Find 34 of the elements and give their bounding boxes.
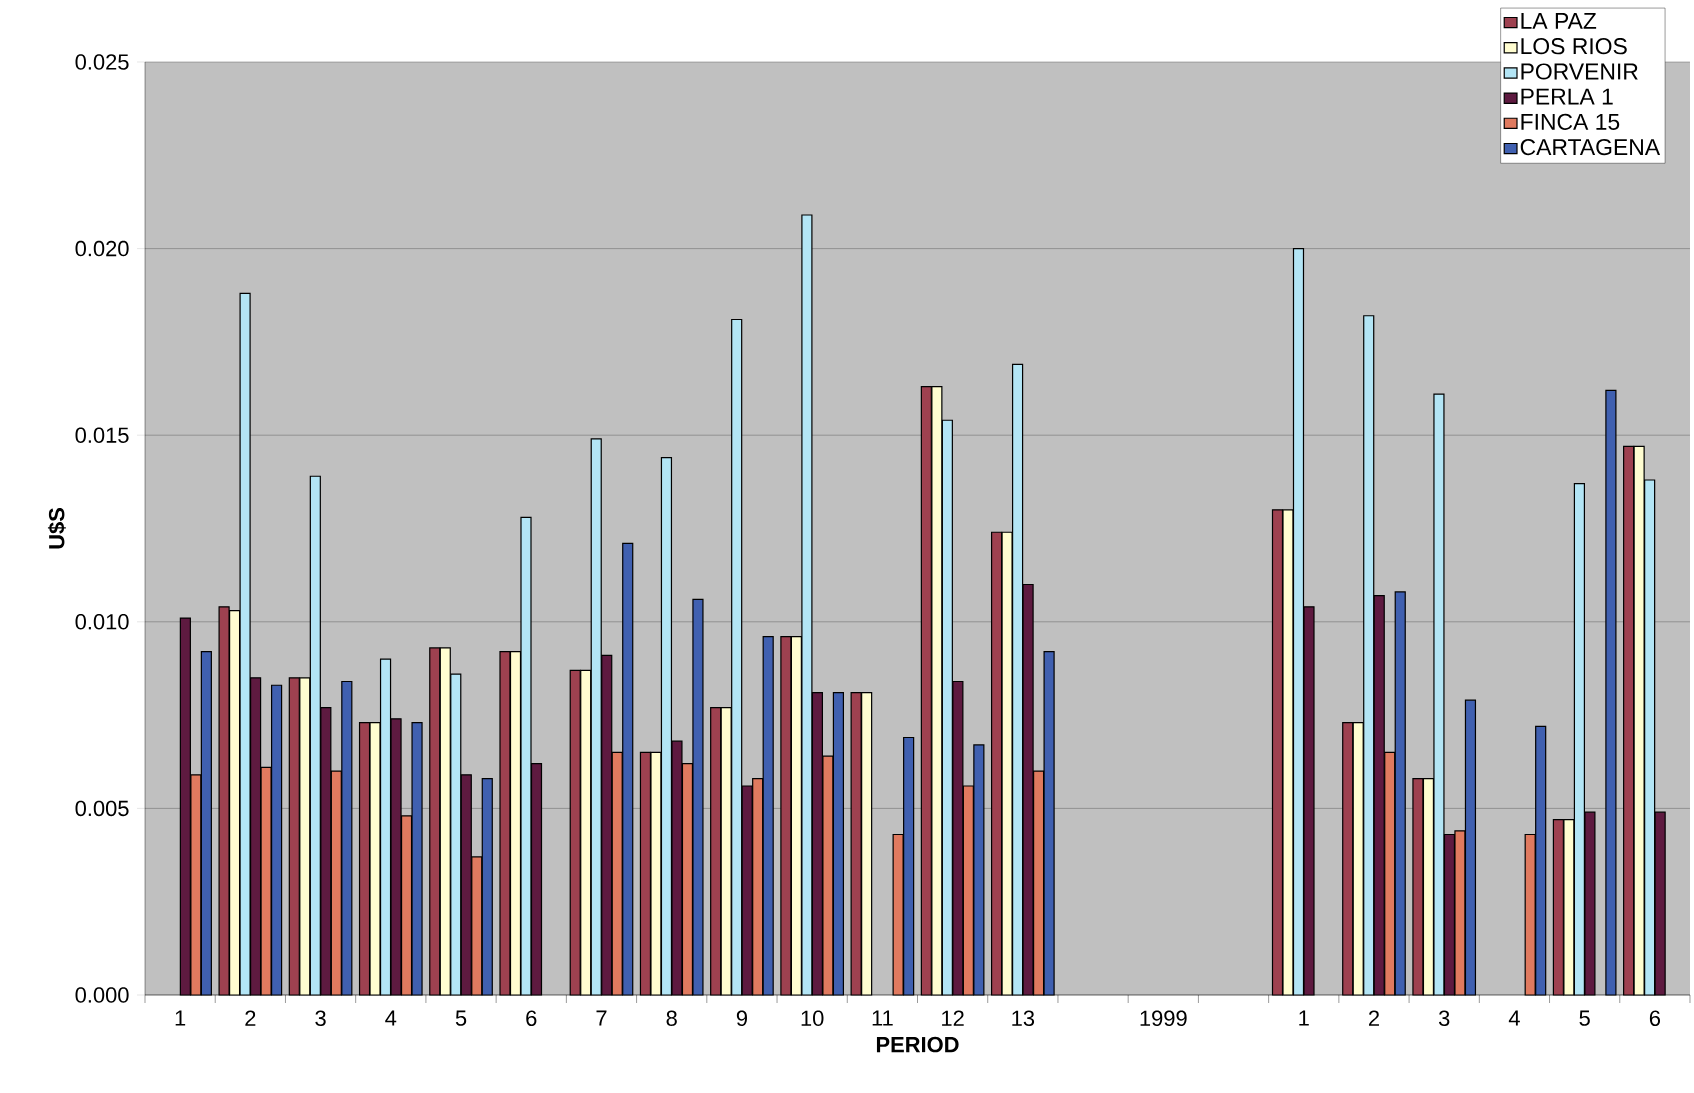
x-tick-label: 2 <box>1368 1010 1379 1026</box>
x-tick-label: 6 <box>1649 1010 1661 1027</box>
x-tick-label: 3 <box>315 1010 326 1027</box>
y-tick-label: 0.025 <box>75 54 129 70</box>
legend-label: PERLA 1 <box>1521 88 1613 105</box>
legend-label: FINCA 15 <box>1521 113 1620 130</box>
x-tick-label: 6 <box>526 1010 537 1027</box>
x-tick-label: 1 <box>1299 1010 1309 1026</box>
x-tick-label: 4 <box>1508 1010 1520 1026</box>
x-tick-label: 12 <box>942 1010 964 1026</box>
y-tick-label: 0.020 <box>75 240 129 257</box>
x-tick-label: 3 <box>1438 1010 1450 1027</box>
x-tick-label: 4 <box>385 1010 397 1026</box>
x-tick-label: 5 <box>455 1010 467 1026</box>
x-tick-label: 11 <box>872 1010 893 1026</box>
x-tick-label: 1 <box>175 1010 186 1026</box>
y-tick-label: 0.005 <box>75 800 129 817</box>
x-axis-title: PERIOD <box>876 1036 959 1053</box>
x-tick-label: 2 <box>245 1010 256 1026</box>
legend-label: LOS RIOS <box>1521 38 1627 55</box>
x-tick-label: 10 <box>801 1010 824 1027</box>
y-axis-title: U$S <box>47 508 66 549</box>
x-tick-label: 1999 <box>1140 1010 1187 1027</box>
y-tick-label: 0.010 <box>75 614 129 630</box>
x-tick-label: 8 <box>666 1010 677 1027</box>
x-tick-label: 5 <box>1579 1010 1590 1026</box>
legend-label: CARTAGENA <box>1520 138 1661 156</box>
x-tick-label: 9 <box>736 1010 747 1027</box>
y-tick-label: 0.015 <box>75 427 129 443</box>
legend-label: LA PAZ <box>1521 13 1597 29</box>
x-tick-label: 13 <box>1012 1010 1035 1027</box>
legend-label: PORVENIR <box>1521 63 1638 80</box>
x-tick-label: 7 <box>596 1010 607 1026</box>
y-tick-label: 0.000 <box>75 987 129 1003</box>
